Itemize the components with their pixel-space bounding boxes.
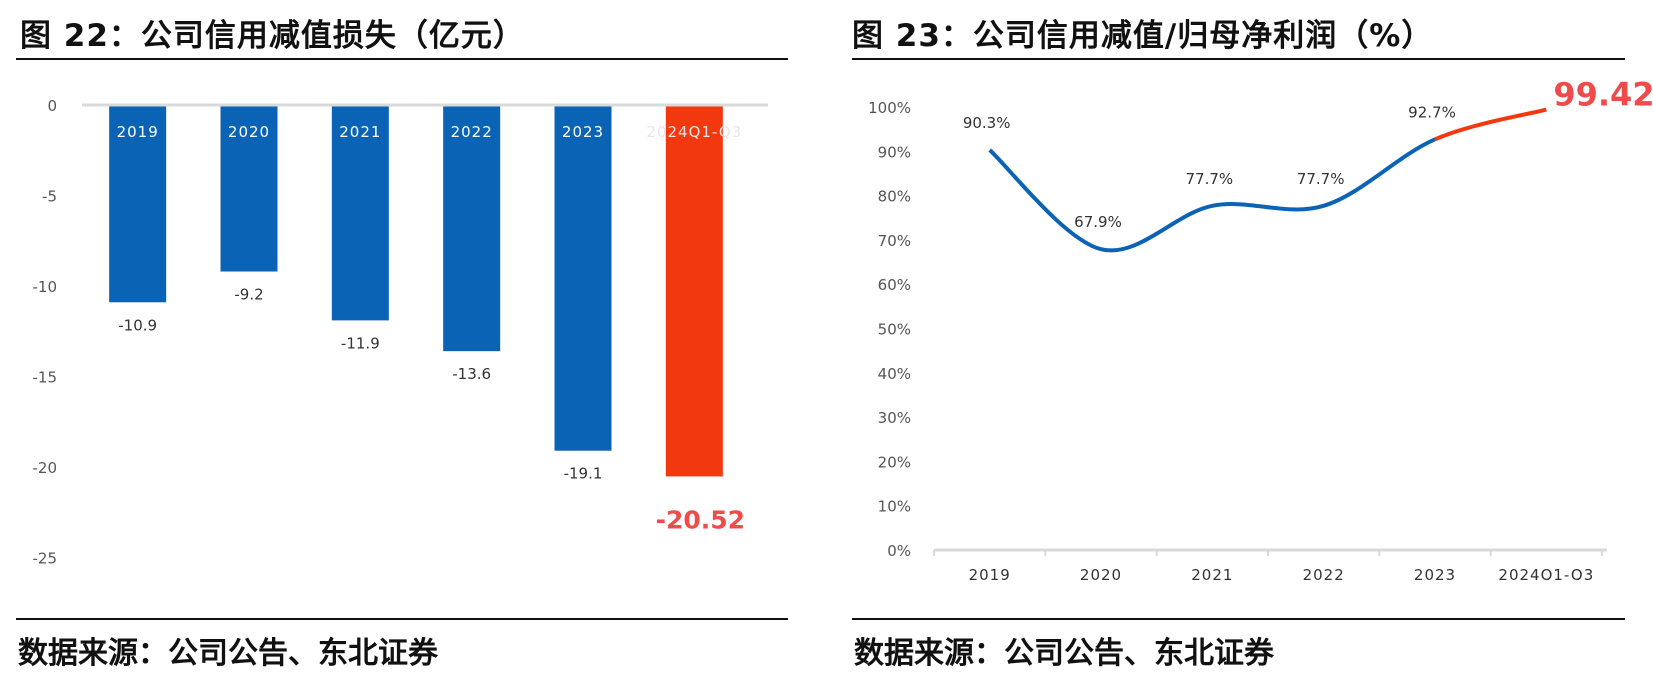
data-label: 67.9% <box>1074 213 1122 231</box>
data-label: -11.9 <box>341 334 380 352</box>
bar <box>554 105 612 451</box>
y-tick-label: -25 <box>33 550 58 568</box>
line-chart: 0% 10% 20% 30% 40% 50% 60% 70% 80% 90% 100% 2019 202… <box>868 76 1653 580</box>
bar <box>331 105 389 321</box>
left-chart-panel: 图 22：公司信用减值损失（亿元） 0 -5 -10 -15 -20 -25 2019 -10… <box>0 0 800 689</box>
bar <box>109 105 167 303</box>
title-rule <box>16 58 788 60</box>
y-tick-label: 0 <box>47 97 57 115</box>
chart-title: 图 23：公司信用减值/归母净利润（%） <box>852 18 1434 54</box>
source-rule <box>852 618 1625 620</box>
data-label: -13.6 <box>452 365 491 383</box>
series-line <box>988 137 1436 253</box>
bar-chart: 0 -5 -10 -15 -20 -25 2019 -10.9 2020 -9.2 2021 -11.… <box>33 97 768 568</box>
series-line-highlight <box>1434 107 1547 142</box>
source-rule <box>16 618 788 620</box>
x-tick-label: 2019 <box>969 566 1011 580</box>
x-tick-label: 2021 <box>1191 566 1233 580</box>
data-label: -20.52 <box>656 505 745 534</box>
bar <box>220 105 278 272</box>
data-label: -9.2 <box>234 286 263 304</box>
y-tick-label: 60% <box>878 276 911 294</box>
x-tick-label: 2024Q1-Q3 <box>1498 566 1594 580</box>
y-tick-label: 90% <box>878 143 911 161</box>
x-tick-label: 2019 <box>117 123 159 141</box>
y-tick-label: 10% <box>878 498 911 516</box>
data-label: -10.9 <box>118 316 157 334</box>
source-note: 数据来源：公司公告、东北证券 <box>854 636 1274 671</box>
y-tick-label: 80% <box>878 188 911 206</box>
x-tick-label: 2020 <box>1080 566 1122 580</box>
bar <box>443 105 501 352</box>
y-tick-label: 0% <box>887 542 911 560</box>
x-tick-label: 2022 <box>451 123 493 141</box>
x-tick-label: 2022 <box>1303 566 1345 580</box>
x-tick-label: 2023 <box>1414 566 1456 580</box>
y-tick-label: -15 <box>33 369 58 387</box>
x-tick-label: 2023 <box>562 123 604 141</box>
chart-title: 图 22：公司信用减值损失（亿元） <box>20 18 525 54</box>
y-tick-label: -20 <box>33 459 58 477</box>
title-rule <box>852 58 1625 60</box>
right-chart-panel: 图 23：公司信用减值/归母净利润（%） 0% 10% 20% 30% 40% 50% 60… <box>852 0 1653 689</box>
source-note: 数据来源：公司公告、东北证券 <box>18 636 438 671</box>
data-label: 77.7% <box>1186 170 1234 188</box>
data-label: 92.7% <box>1408 103 1456 121</box>
y-tick-label: 70% <box>878 232 911 250</box>
x-tick-label: 2021 <box>339 123 381 141</box>
bar <box>665 105 723 477</box>
y-tick-label: 50% <box>878 321 911 339</box>
y-tick-label: 100% <box>868 99 911 117</box>
y-tick-label: -10 <box>33 278 58 296</box>
y-tick-label: 40% <box>878 365 911 383</box>
y-tick-label: 20% <box>878 453 911 471</box>
data-label: 77.7% <box>1297 170 1345 188</box>
data-label: 99.42% <box>1553 76 1653 114</box>
x-tick-label: 2024Q1-Q3 <box>646 123 742 141</box>
data-label: -19.1 <box>564 465 603 483</box>
x-tick-label: 2020 <box>228 123 270 141</box>
data-label: 90.3% <box>963 114 1011 132</box>
y-tick-label: 30% <box>878 409 911 427</box>
y-tick-label: -5 <box>42 188 57 206</box>
